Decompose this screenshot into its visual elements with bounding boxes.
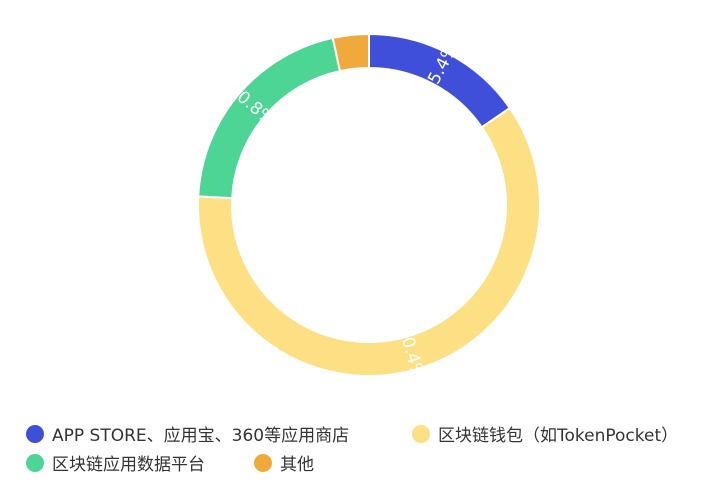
donut-chart: 15.4% 60.4% 20.8% (197, 32, 541, 377)
legend-item-data-platform[interactable]: 区块链应用数据平台 (26, 450, 205, 475)
legend-item-other[interactable]: 其他 (254, 450, 314, 475)
legend-marker-blockchain-wallet (412, 424, 430, 443)
legend-label-other: 其他 (280, 455, 314, 475)
legend-marker-app-store (26, 424, 44, 443)
legend-item-app-store[interactable]: APP STORE、应用宝、360等应用商店 (26, 421, 349, 446)
slice-other[interactable] (331, 32, 370, 73)
legend-label-blockchain-wallet: 区块链钱包（如TokenPocket） (438, 426, 679, 446)
legend-item-blockchain-wallet[interactable]: 区块链钱包（如TokenPocket） (412, 421, 678, 446)
legend-marker-other (254, 453, 272, 472)
legend-marker-data-platform (26, 453, 44, 472)
slice-blockchain-wallet[interactable] (197, 106, 541, 377)
donut-chart-svg: 15.4%60.4%20.8% (197, 32, 541, 377)
legend-label-data-platform: 区块链应用数据平台 (52, 455, 205, 475)
legend-label-app-store: APP STORE、应用宝、360等应用商店 (52, 426, 350, 446)
